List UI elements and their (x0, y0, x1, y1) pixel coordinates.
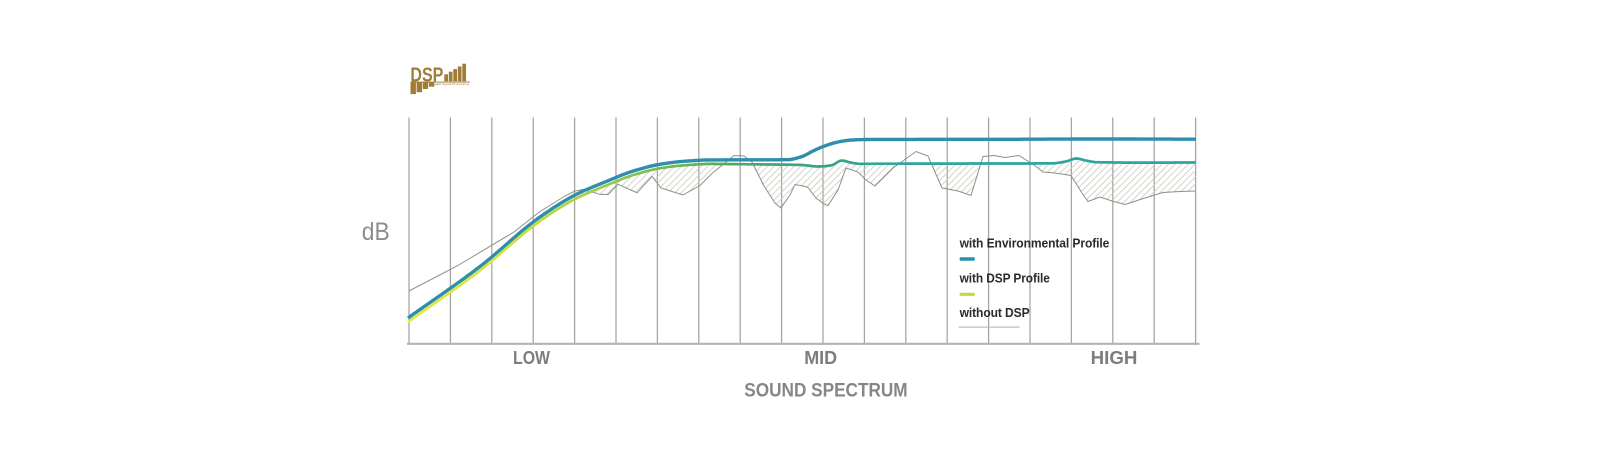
svg-text:without DSP: without DSP (959, 305, 1030, 320)
svg-text:SOUND SPECTRUM: SOUND SPECTRUM (744, 380, 907, 401)
svg-text:LOW: LOW (513, 347, 550, 368)
svg-text:HIGH: HIGH (1091, 347, 1138, 368)
svg-text:DSP: DSP (410, 64, 443, 86)
svg-text:dB: dB (362, 218, 390, 246)
svg-text:MID: MID (804, 347, 837, 368)
svg-text:with Environmental Profile: with Environmental Profile (959, 236, 1110, 251)
svg-text:Digital Signal Processing: Digital Signal Processing (432, 82, 470, 86)
svg-text:with DSP Profile: with DSP Profile (959, 271, 1050, 286)
